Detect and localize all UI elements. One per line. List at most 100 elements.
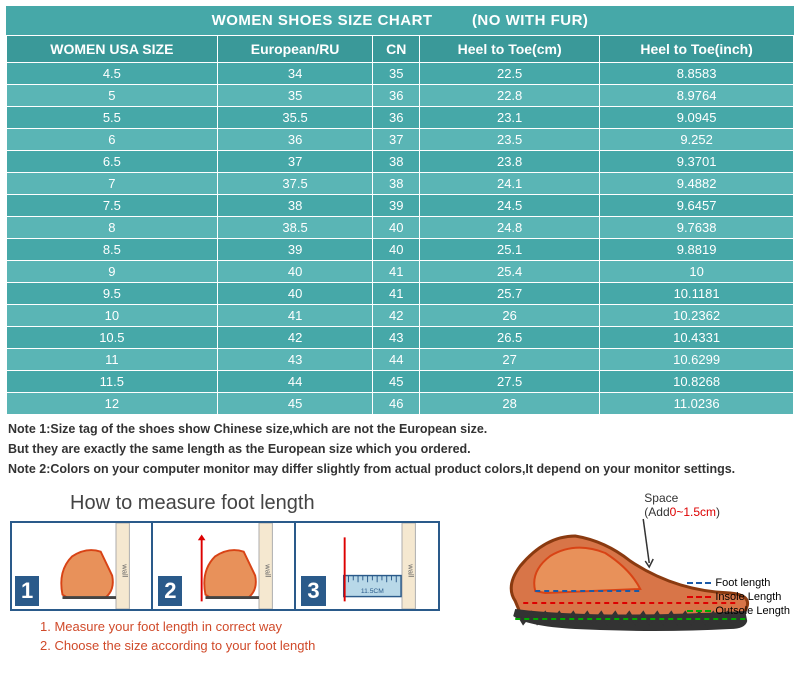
cell: 24.5 [420,195,600,217]
foot-length-line [687,582,711,584]
cell: 11 [7,349,218,371]
table-row: 8.5394025.19.8819 [7,239,794,261]
svg-text:11.5CM: 11.5CM [361,588,384,595]
cell: 41 [217,305,373,327]
shoe-diagram: Space (Add0~1.5cm) Foot length Insole Le… [460,491,790,656]
cell: 9.7638 [600,217,794,239]
note-1b: But they are exactly the same length as … [8,439,792,459]
cell: 10.1181 [600,283,794,305]
step-number-2: 2 [158,576,182,606]
table-row: 4.5343522.58.8583 [7,63,794,85]
table-row: 838.54024.89.7638 [7,217,794,239]
cell: 46 [373,393,420,415]
step-3: wall 11.5CM 3 [298,523,437,609]
cell: 45 [217,393,373,415]
cell: 28 [420,393,600,415]
col-usa: WOMEN USA SIZE [7,36,218,63]
cell: 22.5 [420,63,600,85]
cell: 43 [373,327,420,349]
howto-section: How to measure foot length wall 1 wall [6,483,794,660]
cell: 4.5 [7,63,218,85]
table-row: 1245462811.0236 [7,393,794,415]
cell: 36 [373,85,420,107]
cell: 43 [217,349,373,371]
col-cn: CN [373,36,420,63]
title-row: WOMEN SHOES SIZE CHART (NO WITH FUR) [7,6,794,36]
cell: 38 [373,173,420,195]
cell: 36 [373,107,420,129]
cell: 10.5 [7,327,218,349]
size-chart-table: WOMEN SHOES SIZE CHART (NO WITH FUR) WOM… [6,6,794,415]
cell: 25.1 [420,239,600,261]
cell: 5.5 [7,107,218,129]
cell: 9.252 [600,129,794,151]
length-legend: Foot length Insole Length Outsole Length [687,576,790,618]
measure-steps: wall 1 wall 2 [10,521,440,611]
cell: 23.5 [420,129,600,151]
table-row: 11.5444527.510.8268 [7,371,794,393]
cell: 37 [373,129,420,151]
cell: 38.5 [217,217,373,239]
cell: 35.5 [217,107,373,129]
cell: 9.0945 [600,107,794,129]
outsole-length-line [687,610,711,612]
cell: 9.5 [7,283,218,305]
cell: 7.5 [7,195,218,217]
step-1: wall 1 [12,523,153,609]
cell: 5 [7,85,218,107]
cell: 36 [217,129,373,151]
cell: 10.8268 [600,371,794,393]
cell: 8.5 [7,239,218,261]
cell: 9.6457 [600,195,794,217]
cell: 41 [373,261,420,283]
cell: 9 [7,261,218,283]
cell: 39 [217,239,373,261]
space-label: Space (Add0~1.5cm) [644,491,720,519]
cell: 44 [373,349,420,371]
cell: 9.8819 [600,239,794,261]
cell: 42 [373,305,420,327]
cell: 10.4331 [600,327,794,349]
cell: 9.3701 [600,151,794,173]
cell: 26.5 [420,327,600,349]
cell: 11.5 [7,371,218,393]
cell: 40 [217,283,373,305]
svg-text:wall: wall [121,563,130,577]
cell: 23.8 [420,151,600,173]
cell: 35 [217,85,373,107]
cell: 24.8 [420,217,600,239]
cell: 38 [217,195,373,217]
note-1: Note 1:Size tag of the shoes show Chines… [8,419,792,439]
cell: 40 [217,261,373,283]
cell: 22.8 [420,85,600,107]
table-row: 1143442710.6299 [7,349,794,371]
cell: 8 [7,217,218,239]
chart-title: WOMEN SHOES SIZE CHART [212,12,433,29]
step-number-3: 3 [301,576,325,606]
cell: 24.1 [420,173,600,195]
step-2: wall 2 [155,523,296,609]
cell: 37.5 [217,173,373,195]
table-row: 6.5373823.89.3701 [7,151,794,173]
cell: 35 [373,63,420,85]
step-number-1: 1 [15,576,39,606]
col-eu: European/RU [217,36,373,63]
cell: 37 [217,151,373,173]
cell: 45 [373,371,420,393]
cell: 40 [373,239,420,261]
cell: 6.5 [7,151,218,173]
instruction-1: 1. Measure your foot length in correct w… [40,617,440,636]
cell: 34 [217,63,373,85]
table-row: 9404125.410 [7,261,794,283]
table-row: 9.5404125.710.1181 [7,283,794,305]
cell: 6 [7,129,218,151]
cell: 41 [373,283,420,305]
cell: 44 [217,371,373,393]
col-cm: Heel to Toe(cm) [420,36,600,63]
svg-text:wall: wall [264,563,273,577]
cell: 23.1 [420,107,600,129]
cell: 10 [600,261,794,283]
notes-section: Note 1:Size tag of the shoes show Chines… [6,415,794,483]
cell: 39 [373,195,420,217]
table-row: 6363723.59.252 [7,129,794,151]
